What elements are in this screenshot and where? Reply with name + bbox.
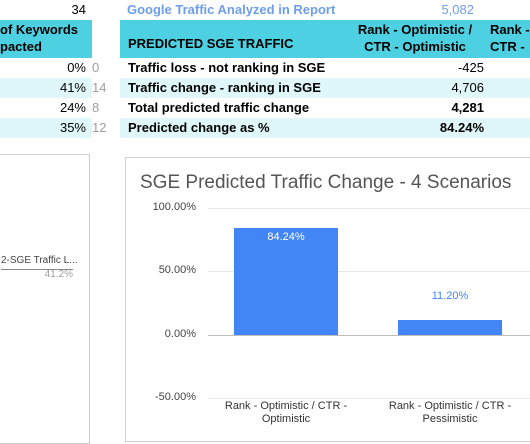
col2-header-line2: CTR - bbox=[490, 39, 525, 54]
left-top-value: 34 bbox=[71, 2, 86, 17]
gridline bbox=[208, 208, 530, 209]
left-row-3 bbox=[0, 118, 92, 138]
chart-title: SGE Predicted Traffic Change - 4 Scenari… bbox=[140, 172, 512, 193]
x-category-line: Pessimistic bbox=[422, 413, 478, 425]
y-tick-label: 0.00% bbox=[164, 327, 196, 340]
left-chart-card[interactable]: 2-SGE Traffic L... 41.2% bbox=[0, 154, 90, 444]
predicted-sge-traffic-header: PREDICTED SGE TRAFFIC bbox=[128, 36, 294, 51]
data-label: 11.20% bbox=[431, 290, 469, 303]
plot-area: 84.24% 11.20% bbox=[208, 208, 530, 399]
main-row-value: 84.24% bbox=[439, 120, 484, 135]
main-row-value: -425 bbox=[457, 60, 484, 75]
x-category-line: Rank - Optimistic / CTR - bbox=[224, 400, 348, 412]
left-header-line1: of Keywords bbox=[0, 22, 79, 37]
bar[interactable] bbox=[234, 227, 338, 335]
x-category-label: Rank - Optimistic / CTR - Optimistic bbox=[206, 400, 366, 426]
y-tick-label: 50.00% bbox=[158, 264, 196, 277]
x-category-line: Rank - Optimistic / CTR - bbox=[388, 400, 512, 412]
legend-underline bbox=[1, 269, 73, 270]
x-category-label: Rank - Optimistic / CTR - Pessimistic bbox=[370, 400, 530, 426]
left-row-pct: 35% bbox=[59, 120, 86, 135]
bar[interactable] bbox=[398, 320, 502, 335]
left-row-pct: 41% bbox=[59, 80, 86, 95]
main-row-value: 4,706 bbox=[451, 80, 484, 95]
col1-header-line2: CTR - Optimistic bbox=[364, 39, 466, 54]
left-row-pct: 24% bbox=[59, 100, 86, 115]
left-row-1-text: 41% 14 bbox=[0, 78, 112, 98]
main-row-label: Traffic loss - not ranking in SGE bbox=[128, 60, 326, 75]
main-table-header bbox=[120, 20, 530, 58]
sge-chart-card[interactable]: SGE Predicted Traffic Change - 4 Scenari… bbox=[125, 157, 530, 442]
left-row-count: 12 bbox=[92, 120, 107, 135]
left-header-line2: pacted bbox=[0, 39, 42, 54]
left-row-count: 8 bbox=[92, 100, 100, 115]
main-row-label: Total predicted traffic change bbox=[128, 100, 310, 115]
legend-value: 41.2% bbox=[44, 269, 73, 280]
data-label: 84.24% bbox=[267, 230, 305, 243]
main-row-2: Total predicted traffic change 4,281 bbox=[120, 98, 530, 118]
main-row-0: Traffic loss - not ranking in SGE -425 bbox=[120, 58, 530, 78]
x-axis: Rank - Optimistic / CTR - Optimistic Rank … bbox=[208, 398, 530, 442]
y-tick-label: 100.00% bbox=[152, 201, 196, 213]
main-row-1: Traffic change - ranking in SGE 4,706 bbox=[120, 78, 530, 98]
y-axis: 100.00% 50.00% 0.00% -50.00% bbox=[126, 201, 202, 403]
gridline bbox=[208, 334, 530, 336]
main-row-3: Predicted change as % 84.24% bbox=[120, 118, 530, 138]
left-row-count: 0 bbox=[92, 60, 100, 75]
col2-header-line1: Rank - bbox=[490, 22, 530, 37]
left-row-count: 14 bbox=[92, 80, 107, 95]
traffic-analyzed-label: Google Traffic Analyzed in Report bbox=[127, 2, 336, 17]
gridline bbox=[208, 398, 530, 399]
gridline bbox=[208, 271, 530, 273]
main-row-value: 4,281 bbox=[451, 100, 484, 115]
left-row-0: 0% 0 bbox=[0, 58, 112, 78]
legend-label: 2-SGE Traffic L... bbox=[1, 255, 78, 266]
x-category-line: Optimistic bbox=[261, 413, 311, 425]
left-row-1 bbox=[0, 78, 92, 98]
left-row-2: 24% 8 bbox=[0, 98, 112, 118]
col1-header-line1: Rank - Optimistic / bbox=[357, 22, 473, 37]
main-row-label: Traffic change - ranking in SGE bbox=[128, 80, 321, 95]
y-tick-label: -50.00% bbox=[155, 391, 196, 403]
traffic-analyzed-value: 5,082 bbox=[441, 2, 474, 17]
left-table-header bbox=[0, 20, 92, 58]
left-row-3-text: 35% 12 bbox=[0, 118, 112, 138]
left-row-pct: 0% bbox=[67, 60, 86, 75]
main-row-label: Predicted change as % bbox=[128, 120, 270, 135]
